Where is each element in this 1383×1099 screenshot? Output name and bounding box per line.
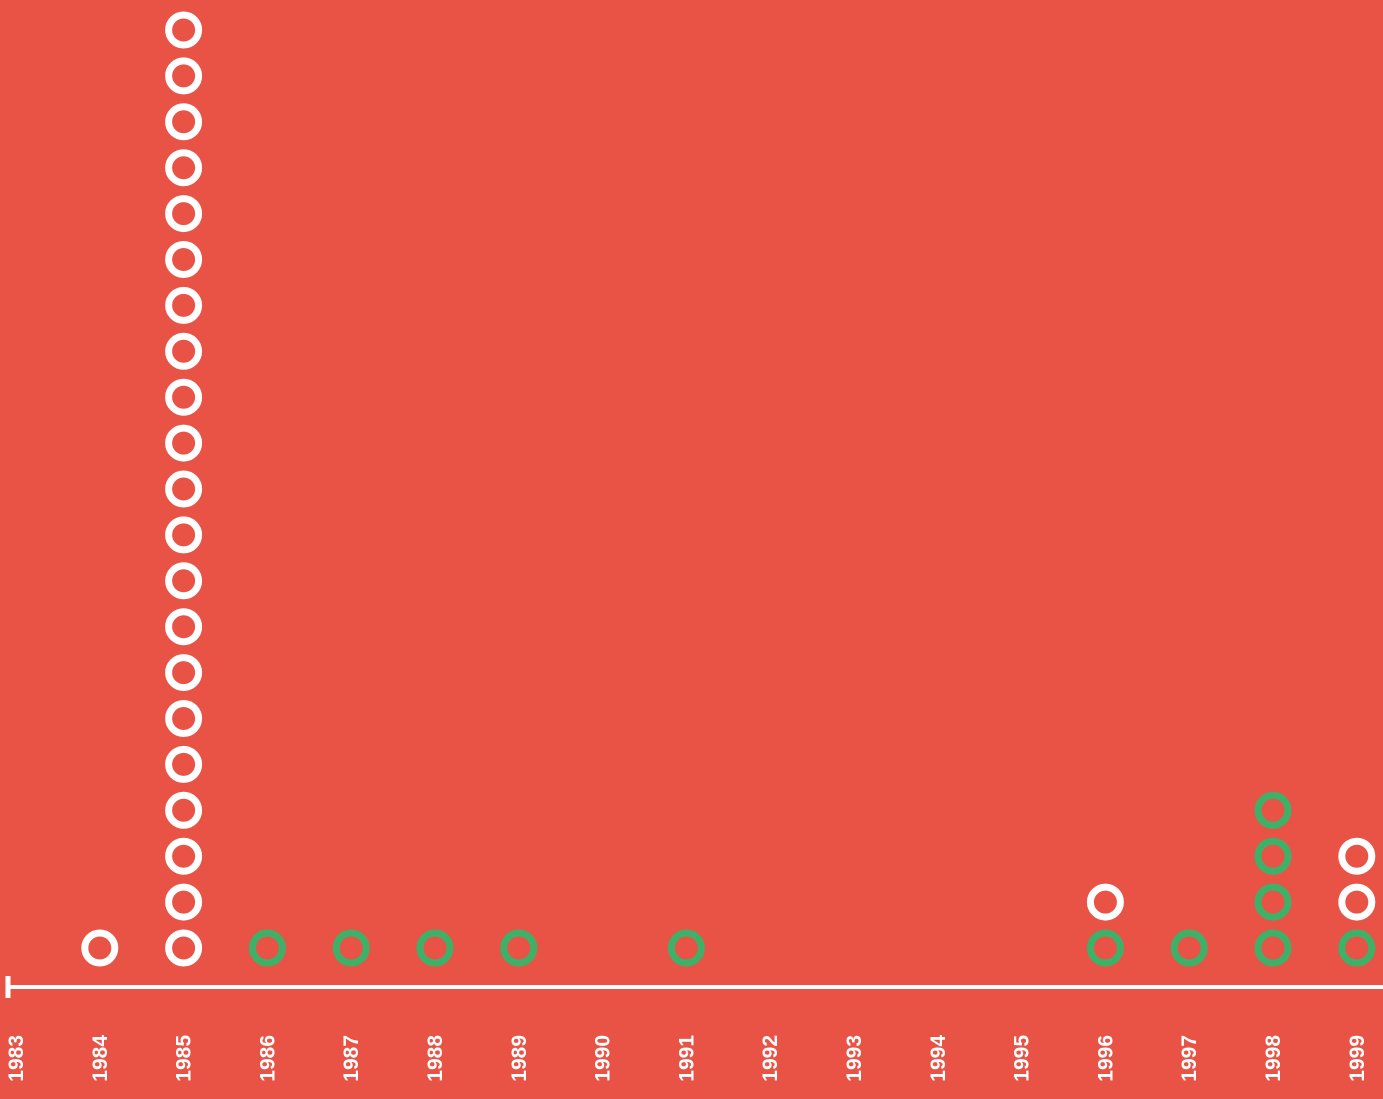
white-ring-mark xyxy=(81,929,119,967)
x-tick-label: 1983 xyxy=(5,1035,28,1082)
x-tick-label: 1997 xyxy=(1178,1035,1201,1082)
white-ring-mark xyxy=(165,57,203,95)
x-tick-label: 1999 xyxy=(1346,1035,1369,1082)
white-ring-mark xyxy=(165,791,203,829)
white-ring-mark xyxy=(165,700,203,737)
green-ring-mark xyxy=(332,929,370,967)
green-ring-mark xyxy=(1170,929,1208,967)
green-ring-mark xyxy=(416,929,454,967)
x-tick-label: 1996 xyxy=(1094,1035,1117,1082)
x-tick-label: 1992 xyxy=(759,1035,782,1082)
white-ring-mark xyxy=(165,11,203,49)
white-ring-mark xyxy=(165,562,203,600)
green-ring-mark xyxy=(1254,929,1292,967)
x-axis xyxy=(5,976,1383,998)
x-tick-label: 1985 xyxy=(173,1035,196,1082)
green-ring-mark xyxy=(1254,791,1292,829)
white-ring-mark xyxy=(165,149,203,187)
white-ring-mark xyxy=(165,378,203,416)
x-tick-label: 1998 xyxy=(1262,1035,1285,1082)
white-ring-mark xyxy=(165,332,203,370)
x-tick-label: 1986 xyxy=(256,1035,279,1082)
white-ring-mark xyxy=(1338,837,1376,875)
white-ring-mark xyxy=(165,929,203,967)
white-ring-mark xyxy=(165,241,203,278)
white-ring-mark xyxy=(165,654,203,692)
green-ring-mark xyxy=(1086,929,1124,967)
x-tick-label: 1993 xyxy=(843,1035,866,1082)
x-tick-label: 1991 xyxy=(675,1035,698,1082)
x-tick-label: 1987 xyxy=(340,1035,363,1082)
white-ring-mark xyxy=(165,516,203,554)
white-ring-mark xyxy=(1086,883,1124,921)
white-ring-mark xyxy=(165,745,203,783)
green-ring-mark xyxy=(1254,837,1292,875)
green-ring-mark xyxy=(500,929,538,967)
white-ring-mark xyxy=(165,470,203,508)
white-ring-mark xyxy=(165,883,203,921)
x-tick-label: 1990 xyxy=(592,1035,615,1082)
x-tick-label: 1988 xyxy=(424,1035,447,1082)
white-ring-mark xyxy=(165,286,203,324)
year-labels: 1983 1984 1985 1986 1987 1988 1989 1990 1991 1992… xyxy=(5,1035,1369,1082)
x-tick-label: 1984 xyxy=(89,1035,112,1082)
white-ring-mark xyxy=(165,103,203,141)
x-tick-label: 1995 xyxy=(1011,1035,1034,1082)
green-ring-mark xyxy=(667,929,705,967)
green-ring-mark xyxy=(1338,929,1376,967)
white-ring-mark xyxy=(165,837,203,875)
x-tick-label: 1994 xyxy=(927,1035,950,1082)
white-ring-mark xyxy=(165,424,203,462)
x-tick-label: 1989 xyxy=(508,1035,531,1082)
green-ring-mark xyxy=(248,929,286,967)
green-ring-mark xyxy=(1254,883,1292,921)
dot-marks xyxy=(81,11,1376,967)
white-ring-mark xyxy=(165,195,203,233)
white-ring-mark xyxy=(165,608,203,646)
white-ring-mark xyxy=(1338,883,1376,921)
